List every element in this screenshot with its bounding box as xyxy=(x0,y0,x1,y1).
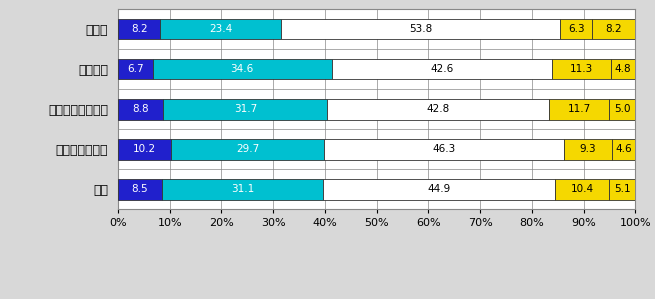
Bar xyxy=(610,59,635,80)
Bar xyxy=(162,179,323,200)
Bar xyxy=(609,179,635,200)
Text: 31.7: 31.7 xyxy=(234,104,257,114)
Text: 42.8: 42.8 xyxy=(426,104,450,114)
Bar xyxy=(164,99,328,120)
Bar xyxy=(282,19,560,39)
Bar xyxy=(564,139,612,160)
Bar xyxy=(160,19,282,39)
Bar xyxy=(118,19,160,39)
Text: 46.3: 46.3 xyxy=(432,144,456,154)
Bar xyxy=(118,59,153,80)
Text: 44.9: 44.9 xyxy=(427,184,451,194)
Text: 8.2: 8.2 xyxy=(131,24,147,34)
Text: 42.6: 42.6 xyxy=(430,64,453,74)
Bar xyxy=(552,59,610,80)
Text: 11.3: 11.3 xyxy=(570,64,593,74)
Bar xyxy=(331,59,552,80)
Text: 4.6: 4.6 xyxy=(616,144,632,154)
Text: 8.8: 8.8 xyxy=(132,104,149,114)
Text: 8.2: 8.2 xyxy=(605,24,622,34)
Bar xyxy=(153,59,331,80)
Text: 10.4: 10.4 xyxy=(571,184,593,194)
Text: 5.0: 5.0 xyxy=(614,104,631,114)
Bar xyxy=(118,179,162,200)
Text: 4.8: 4.8 xyxy=(614,64,631,74)
Text: 29.7: 29.7 xyxy=(236,144,259,154)
Text: 5.1: 5.1 xyxy=(614,184,631,194)
Text: 23.4: 23.4 xyxy=(209,24,233,34)
Bar xyxy=(610,99,635,120)
Text: 6.7: 6.7 xyxy=(127,64,143,74)
Text: 6.3: 6.3 xyxy=(568,24,584,34)
Bar xyxy=(118,99,164,120)
Text: 8.5: 8.5 xyxy=(132,184,148,194)
Bar xyxy=(324,139,564,160)
Text: 10.2: 10.2 xyxy=(133,144,156,154)
Bar xyxy=(171,139,324,160)
Text: 11.7: 11.7 xyxy=(568,104,591,114)
Text: 34.6: 34.6 xyxy=(231,64,253,74)
Bar xyxy=(592,19,635,39)
Bar xyxy=(328,99,549,120)
Bar xyxy=(118,139,171,160)
Text: 53.8: 53.8 xyxy=(409,24,432,34)
Bar xyxy=(560,19,592,39)
Bar xyxy=(323,179,555,200)
Bar xyxy=(549,99,610,120)
Text: 9.3: 9.3 xyxy=(580,144,596,154)
Bar xyxy=(555,179,609,200)
Text: 31.1: 31.1 xyxy=(231,184,254,194)
Bar xyxy=(612,139,636,160)
